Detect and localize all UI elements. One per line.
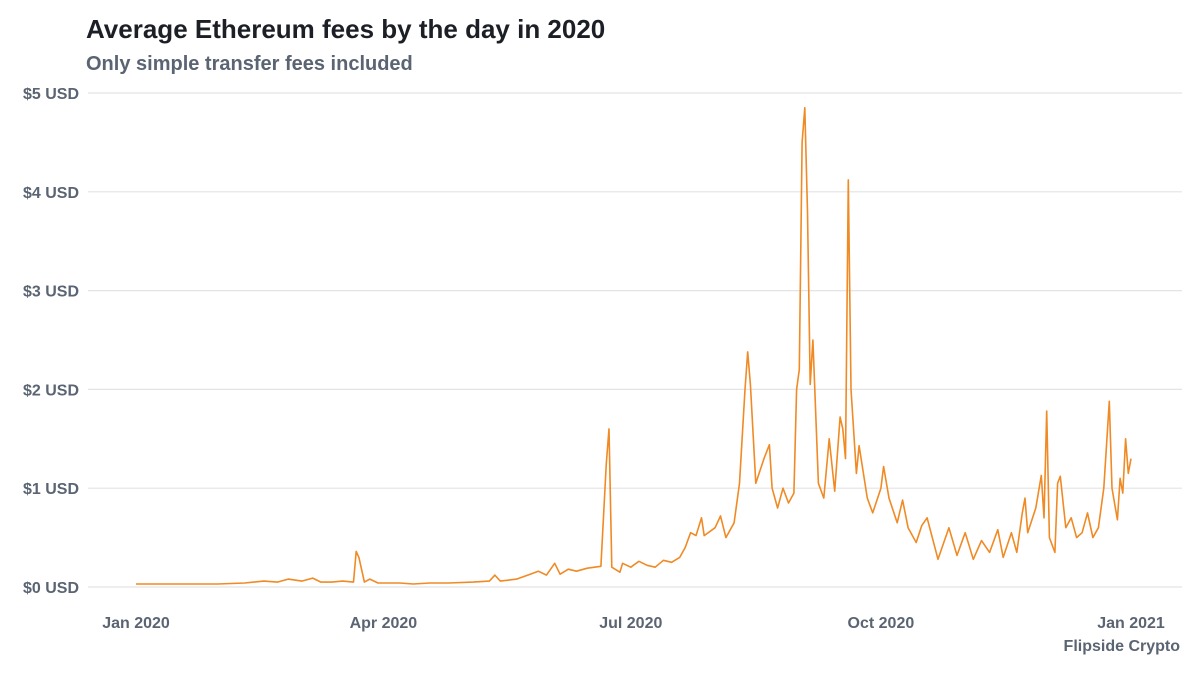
x-tick-label: Apr 2020 <box>350 615 418 632</box>
chart-subtitle: Only simple transfer fees included <box>86 53 413 75</box>
y-tick-label: $1 USD <box>23 481 79 498</box>
chart-title: Average Ethereum fees by the day in 2020 <box>86 14 606 44</box>
x-tick-label: Oct 2020 <box>848 615 915 632</box>
y-tick-label: $2 USD <box>23 382 79 399</box>
x-tick-label: Jan 2020 <box>102 615 170 632</box>
fee-line-series <box>136 107 1132 585</box>
y-tick-label: $4 USD <box>23 185 79 202</box>
source-caption: Flipside Crypto <box>1063 638 1180 655</box>
x-tick-label: Jul 2020 <box>599 615 662 632</box>
x-tick-label: Jan 2021 <box>1097 615 1165 632</box>
y-tick-label: $0 USD <box>23 580 79 597</box>
y-tick-label: $3 USD <box>23 284 79 301</box>
y-tick-label: $5 USD <box>23 86 79 103</box>
